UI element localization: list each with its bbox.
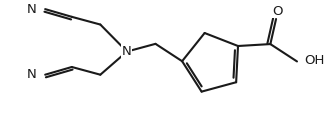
Text: N: N: [122, 45, 132, 58]
Text: O: O: [272, 5, 282, 18]
Text: N: N: [27, 3, 37, 16]
Text: OH: OH: [304, 54, 324, 67]
Text: N: N: [27, 68, 37, 81]
